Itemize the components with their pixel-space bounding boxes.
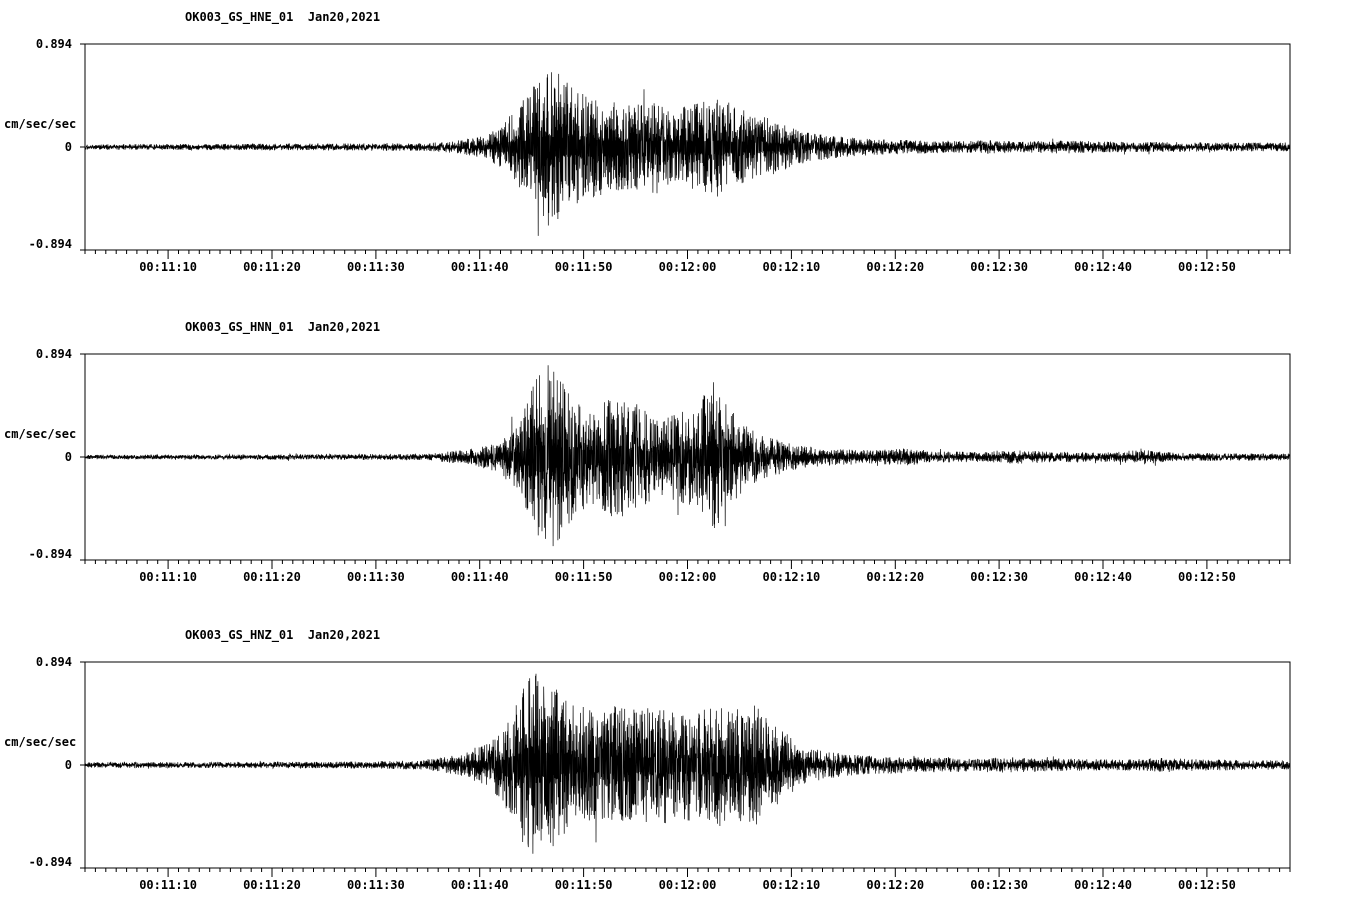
x-tick-label: 00:12:30 [970, 570, 1029, 584]
x-axis-labels: 00:11:10 00:11:20 00:11:30 00:11:40 00:11:50… [0, 570, 1358, 588]
x-tick-label: 00:11:40 [450, 570, 509, 584]
seismogram-panel-hnn: OK003_GS_HNN_01 Jan20,2021 0.894 cm/sec/… [0, 318, 1358, 613]
x-tick-label: 00:11:20 [243, 260, 301, 274]
y-axis-zero-label: 0 [64, 450, 72, 464]
y-axis-max-label: 0.894 [35, 347, 72, 361]
waveform-plot-hnn [0, 318, 1358, 613]
y-axis-unit-label: cm/sec/sec [4, 735, 77, 749]
x-tick-label: 00:12:50 [1177, 570, 1236, 584]
waveform-plot-hne [0, 8, 1358, 303]
trace-title: OK003_GS_HNN_01 Jan20,2021 [185, 320, 381, 334]
x-tick-label: 00:12:00 [658, 260, 717, 274]
x-tick-label: 00:12:10 [762, 260, 821, 274]
x-tick-label: 00:11:10 [139, 878, 197, 892]
x-tick-label: 00:12:50 [1177, 878, 1236, 892]
x-tick-label: 00:11:40 [450, 260, 509, 274]
x-tick-label: 00:12:30 [970, 260, 1029, 274]
trace-title: OK003_GS_HNE_01 Jan20,2021 [185, 10, 381, 24]
x-tick-label: 00:12:10 [762, 878, 821, 892]
x-tick-label: 00:11:50 [554, 570, 613, 584]
x-tick-label: 00:12:00 [658, 570, 717, 584]
waveform-plot-hnz [0, 626, 1358, 921]
y-axis-unit-label: cm/sec/sec [4, 117, 77, 131]
y-axis-min-label: -0.894 [28, 237, 72, 251]
y-axis-min-label: -0.894 [28, 855, 72, 869]
x-tick-label: 00:11:50 [554, 878, 613, 892]
x-tick-label: 00:12:10 [762, 570, 821, 584]
y-axis-max-label: 0.894 [35, 37, 72, 51]
y-axis-zero-label: 0 [64, 140, 72, 154]
x-tick-label: 00:11:20 [243, 570, 301, 584]
trace-title: OK003_GS_HNZ_01 Jan20,2021 [185, 628, 381, 642]
seismogram-panel-hne: OK003_GS_HNE_01 Jan20,2021 0.894 cm/sec/… [0, 8, 1358, 303]
x-tick-label: 00:12:00 [658, 878, 717, 892]
x-tick-label: 00:12:40 [1074, 878, 1132, 892]
x-tick-label: 00:11:20 [243, 878, 301, 892]
x-tick-label: 00:11:30 [346, 878, 405, 892]
y-axis-unit-label: cm/sec/sec [4, 427, 77, 441]
x-tick-label: 00:11:10 [139, 570, 197, 584]
x-tick-label: 00:12:20 [866, 260, 925, 274]
x-tick-label: 00:12:20 [866, 570, 925, 584]
x-tick-label: 00:12:40 [1074, 260, 1132, 274]
x-tick-label: 00:11:40 [450, 878, 509, 892]
y-axis-zero-label: 0 [64, 758, 72, 772]
x-tick-label: 00:11:10 [139, 260, 197, 274]
x-tick-label: 00:12:50 [1177, 260, 1236, 274]
seismogram-panel-hnz: OK003_GS_HNZ_01 Jan20,2021 0.894 cm/sec/… [0, 626, 1358, 921]
x-axis-labels: 00:11:10 00:11:20 00:11:30 00:11:40 00:11:50… [0, 260, 1358, 278]
y-axis-min-label: -0.894 [28, 547, 72, 561]
x-tick-label: 00:12:40 [1074, 570, 1132, 584]
x-tick-label: 00:12:20 [866, 878, 925, 892]
x-axis-labels: 00:11:10 00:11:20 00:11:30 00:11:40 00:11:50… [0, 878, 1358, 896]
x-tick-label: 00:11:30 [346, 570, 405, 584]
x-tick-label: 00:11:50 [554, 260, 613, 274]
x-tick-label: 00:12:30 [970, 878, 1029, 892]
y-axis-max-label: 0.894 [35, 655, 72, 669]
x-tick-label: 00:11:30 [346, 260, 405, 274]
